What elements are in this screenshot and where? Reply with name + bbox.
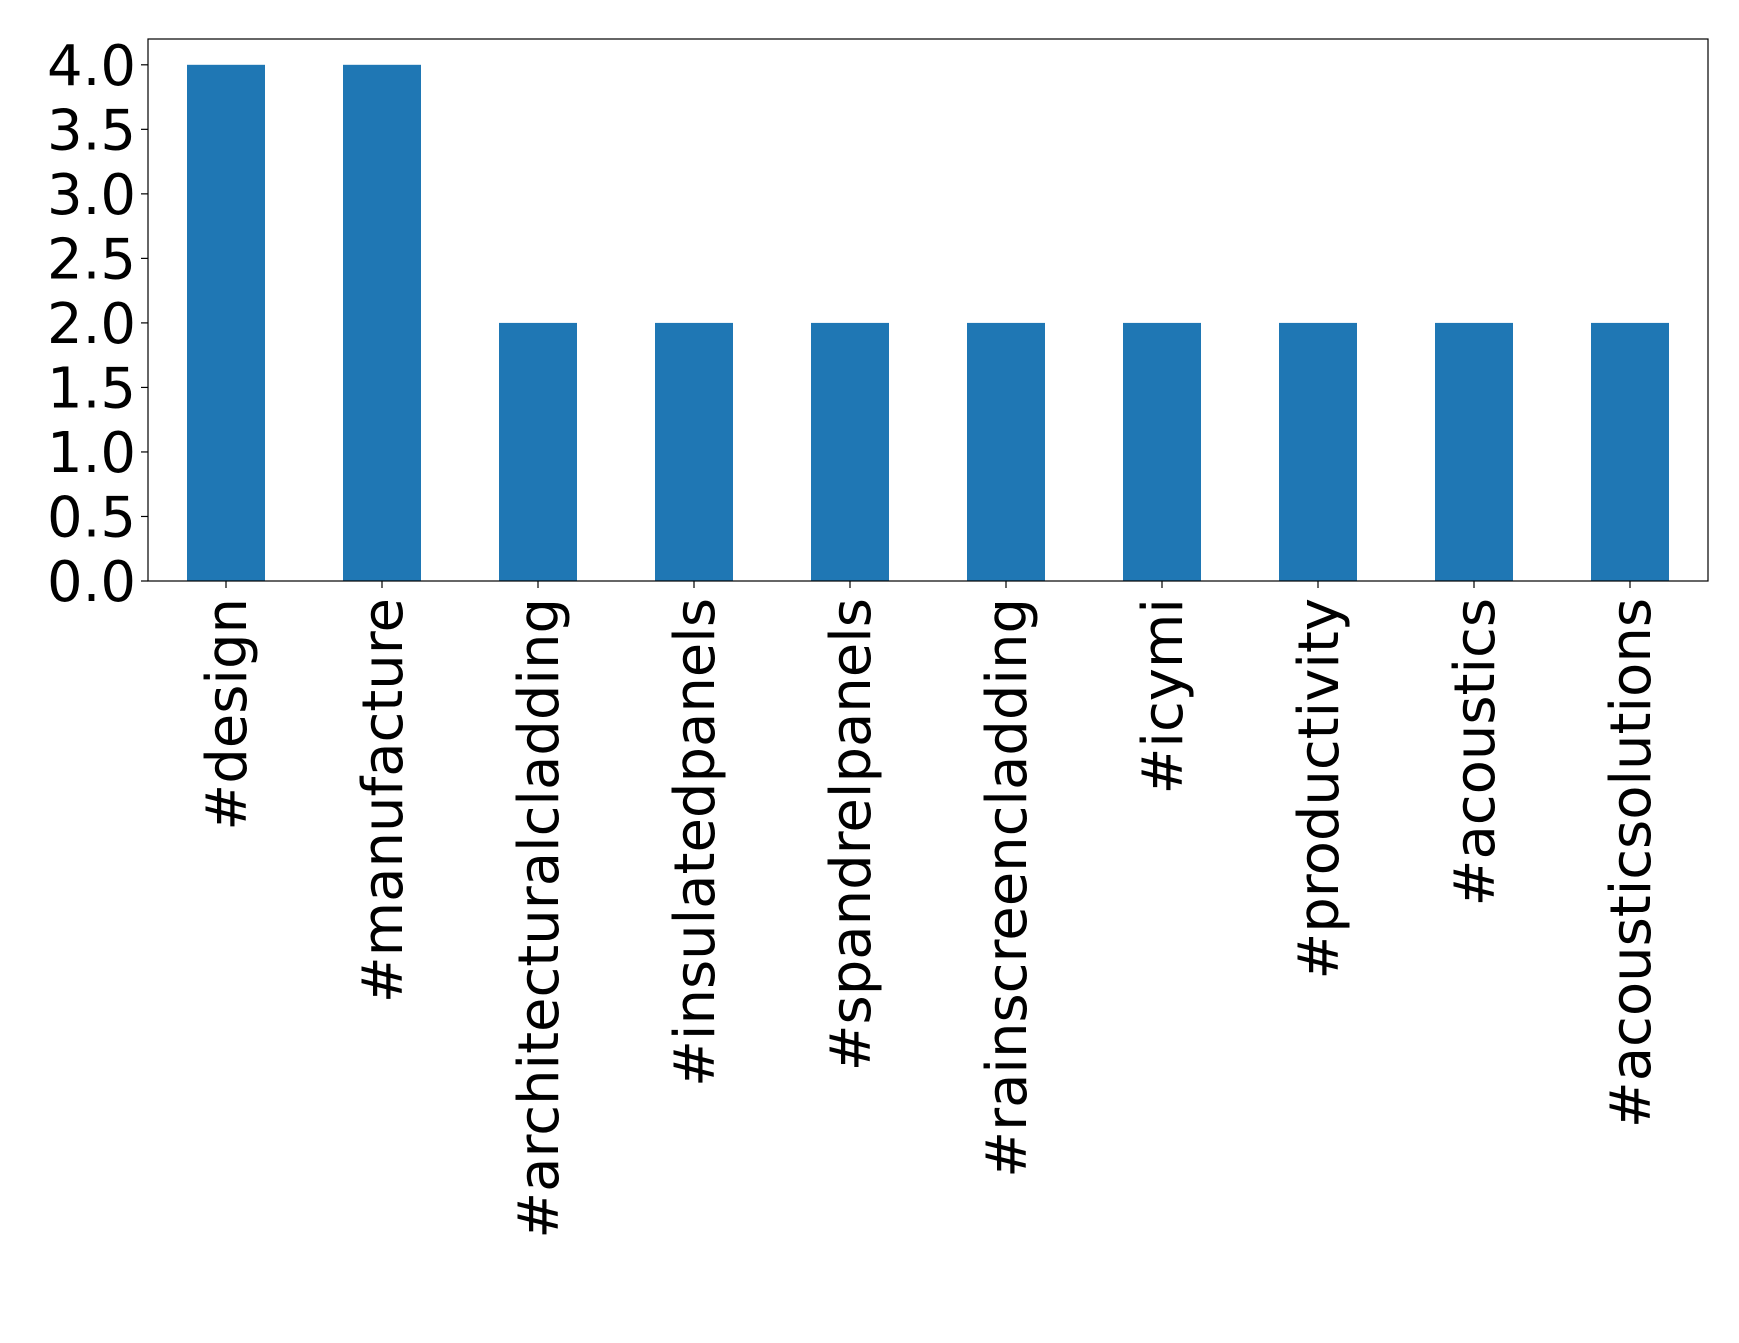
y-tick-label: 2.5: [47, 227, 136, 292]
y-tick-label: 0.5: [47, 485, 136, 550]
x-tick-label: #design: [195, 598, 260, 831]
x-tick-label: #acousticsolutions: [1599, 598, 1664, 1128]
bar: [1123, 322, 1201, 581]
x-tick-label: #rainscreencladding: [975, 598, 1040, 1178]
x-tick-label: #insulatedpanels: [663, 598, 728, 1087]
plot-frame: [147, 38, 1709, 582]
x-tick-label: #icymi: [1131, 598, 1196, 795]
bar: [811, 322, 889, 581]
y-tick-label: 1.5: [47, 356, 136, 421]
bar: [1435, 322, 1513, 581]
y-tick-label: 3.5: [47, 98, 136, 163]
x-tick-label: #acoustics: [1443, 598, 1508, 906]
y-tick-label: 3.0: [47, 163, 136, 228]
bar: [343, 64, 421, 582]
bar: [1591, 322, 1669, 581]
bar: [967, 322, 1045, 581]
x-tick-label: #architecturalcladding: [507, 598, 572, 1239]
bar: [1279, 322, 1357, 581]
y-tick-label: 0.0: [47, 550, 136, 615]
x-tick-label: #productivity: [1287, 598, 1352, 980]
bar: [187, 64, 265, 582]
y-tick-label: 4.0: [47, 34, 136, 99]
bar: [499, 322, 577, 581]
bar: [655, 322, 733, 581]
y-tick-label: 2.0: [47, 292, 136, 357]
x-tick-label: #spandrelpanels: [819, 598, 884, 1071]
x-tick-label: #manufacture: [351, 598, 416, 1003]
y-tick-label: 1.0: [47, 421, 136, 486]
